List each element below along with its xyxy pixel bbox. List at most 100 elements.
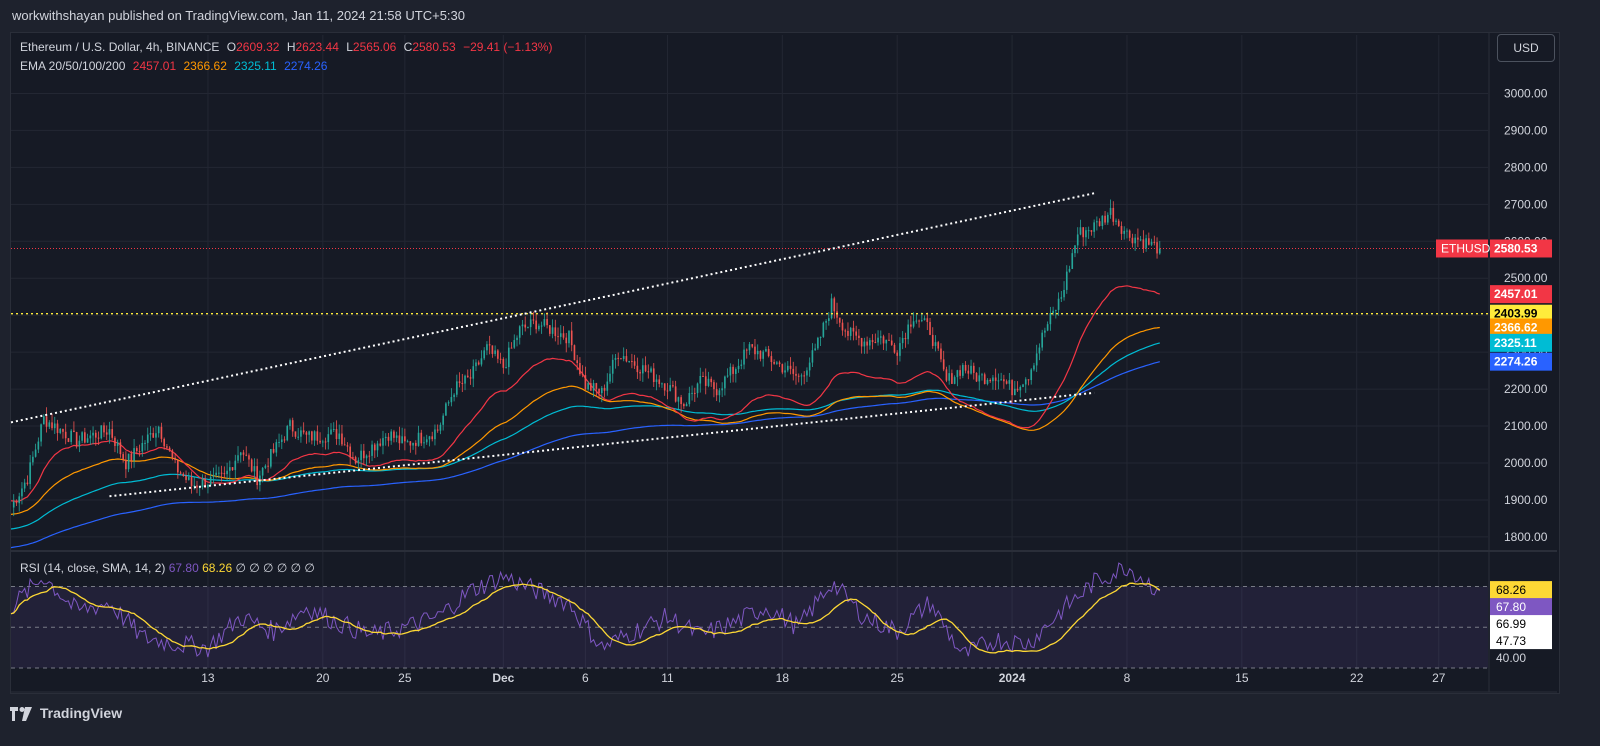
candle-body <box>270 448 272 467</box>
price-tag <box>1490 304 1552 323</box>
candle-body <box>989 379 992 382</box>
candle-body <box>177 459 179 473</box>
candle-body <box>617 357 620 359</box>
candle-body <box>371 444 373 456</box>
candle-body <box>135 448 138 452</box>
candle-body <box>964 365 967 371</box>
tradingview-brand[interactable]: TradingView <box>10 702 122 724</box>
candle-body <box>45 416 48 427</box>
candle-body <box>185 476 187 480</box>
ema-label[interactable]: EMA 20/50/100/200 <box>20 59 126 73</box>
candle-body <box>1126 230 1128 232</box>
rsi-label[interactable]: RSI (14, close, SMA, 14, 2) <box>20 561 166 575</box>
candle-body <box>1104 215 1106 223</box>
candle-body <box>527 327 529 329</box>
candle-body <box>1033 365 1035 370</box>
candle-body <box>573 345 576 361</box>
candle-body <box>1096 221 1098 223</box>
candle-body <box>207 484 209 488</box>
candle-body <box>532 319 535 321</box>
candle-body <box>570 330 573 346</box>
candle-body <box>26 482 29 485</box>
candle-body <box>521 324 524 327</box>
candle-body <box>406 441 409 443</box>
candle-body <box>220 472 223 474</box>
candle-body <box>516 337 518 341</box>
candle-body <box>1076 234 1079 246</box>
candle-body <box>778 362 781 365</box>
candle-body <box>319 440 321 443</box>
price-tag <box>1490 318 1552 337</box>
candle-body <box>1060 297 1063 299</box>
price-tag <box>1490 352 1552 371</box>
candle-body <box>803 375 806 377</box>
candle-body <box>163 438 165 447</box>
candle-body <box>732 366 734 374</box>
candle-body <box>795 373 797 376</box>
candle-body <box>685 404 688 407</box>
y-tick-label: 2800.00 <box>1504 160 1548 174</box>
candle-body <box>940 348 942 360</box>
candle-body <box>43 416 45 425</box>
candle-body <box>1098 221 1101 226</box>
candle-body <box>931 334 934 346</box>
symbol-label[interactable]: Ethereum / U.S. Dollar, 4h, BINANCE <box>20 40 220 54</box>
candle-body <box>800 375 803 377</box>
candle-body <box>280 439 283 443</box>
candle-body <box>228 467 231 471</box>
candle-body <box>535 320 537 330</box>
rsi-extras: ∅ ∅ ∅ ∅ ∅ ∅ <box>235 561 315 575</box>
candle-body <box>562 333 565 338</box>
candle-body <box>888 339 890 341</box>
candle-body <box>439 424 442 431</box>
candle-body <box>754 346 756 355</box>
candle-body <box>357 460 360 464</box>
candle-body <box>338 433 341 439</box>
candle-body <box>647 371 650 373</box>
candle-body <box>951 373 953 384</box>
candle-body <box>923 318 926 321</box>
candle-body <box>1008 380 1011 384</box>
currency-button[interactable]: USD <box>1497 34 1555 62</box>
candle-body <box>67 438 70 442</box>
candle-body <box>483 350 486 359</box>
candle-body <box>144 442 146 444</box>
candle-body <box>434 429 436 440</box>
x-tick-label: 18 <box>776 671 790 685</box>
candle-body <box>992 377 994 382</box>
candle-body <box>1038 347 1041 354</box>
candle-body <box>592 383 595 391</box>
candle-body <box>412 442 414 446</box>
candle-body <box>313 431 316 441</box>
candle-body <box>549 325 551 334</box>
candle-body <box>540 325 543 327</box>
candle-body <box>409 441 412 446</box>
x-tick-label: 13 <box>201 671 215 685</box>
candle-body <box>1030 369 1033 381</box>
candle-body <box>365 455 368 459</box>
x-tick-label: 15 <box>1235 671 1249 685</box>
candle-body <box>234 460 237 471</box>
candle-body <box>918 320 920 322</box>
candle-body <box>376 443 379 451</box>
candle-body <box>1022 384 1024 387</box>
candle-body <box>1068 268 1071 272</box>
candle-body <box>190 477 193 486</box>
candle-body <box>877 337 879 343</box>
candle-body <box>114 437 116 446</box>
candle-body <box>168 447 171 451</box>
rsi-tag-value: 47.73 <box>1496 634 1526 648</box>
candle-body <box>920 320 923 322</box>
candle-body <box>253 466 256 472</box>
candle-body <box>86 438 89 443</box>
open-label: O <box>226 40 237 54</box>
price-tag-value: 2325.11 <box>1494 336 1537 350</box>
candle-body <box>1052 310 1054 314</box>
candle-body <box>146 434 149 443</box>
candle-body <box>543 319 546 326</box>
candle-body <box>363 450 365 459</box>
candle-body <box>442 415 444 425</box>
candle-body <box>1087 230 1090 232</box>
candle-body <box>103 425 105 433</box>
